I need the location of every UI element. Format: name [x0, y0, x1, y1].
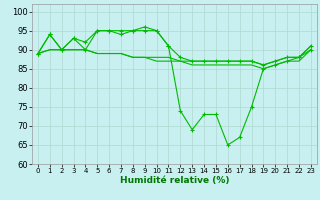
X-axis label: Humidité relative (%): Humidité relative (%) [120, 176, 229, 185]
